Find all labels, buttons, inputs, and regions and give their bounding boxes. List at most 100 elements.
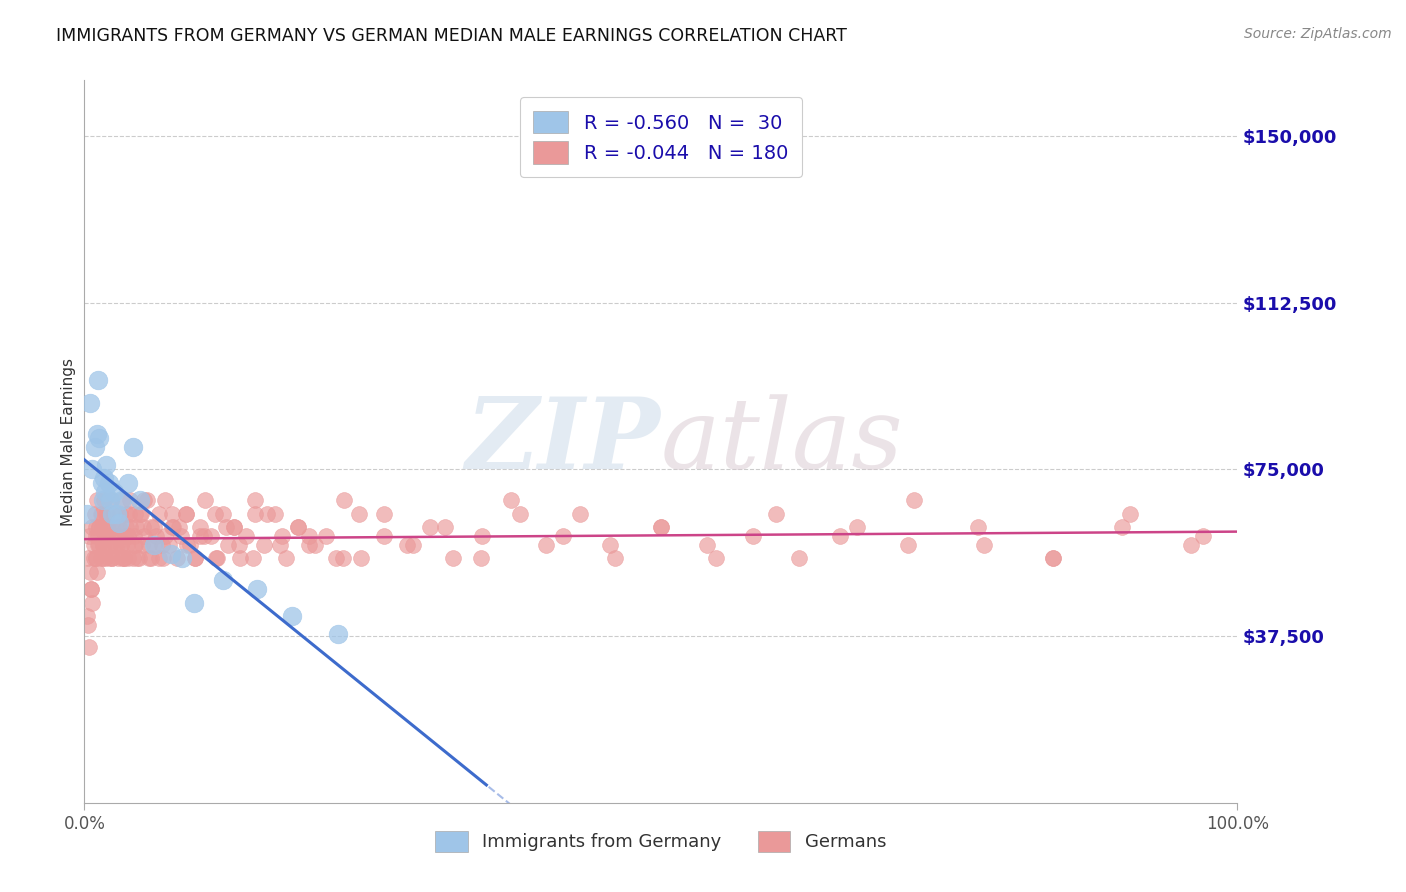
Point: [419, 520, 441, 534]
Point: [90, 507, 112, 521]
Point: [172, 551, 194, 566]
Point: [174, 507, 197, 521]
Point: [228, 538, 250, 552]
Point: [174, 507, 197, 521]
Point: [224, 520, 246, 534]
Point: [91, 551, 114, 566]
Point: [332, 551, 354, 566]
Text: atlas: atlas: [661, 394, 904, 489]
Point: [141, 551, 163, 566]
Point: [134, 493, 156, 508]
Point: [205, 551, 228, 566]
Point: [101, 507, 124, 521]
Point: [112, 551, 135, 566]
Point: [569, 507, 592, 521]
Point: [80, 582, 103, 597]
Point: [103, 507, 125, 521]
Point: [176, 538, 198, 552]
Point: [105, 538, 128, 552]
Point: [845, 520, 868, 534]
Point: [281, 609, 304, 624]
Point: [77, 529, 100, 543]
Point: [124, 507, 146, 521]
Point: [103, 507, 125, 521]
Point: [1180, 538, 1202, 552]
Point: [184, 551, 207, 566]
Point: [96, 507, 118, 521]
Point: [142, 538, 165, 552]
Point: [84, 551, 107, 566]
Point: [120, 493, 142, 508]
Point: [104, 538, 127, 552]
Point: [77, 640, 100, 655]
Point: [153, 529, 176, 543]
Point: [112, 551, 135, 566]
Point: [90, 475, 112, 490]
Point: [135, 493, 157, 508]
Point: [91, 538, 114, 552]
Point: [787, 551, 810, 566]
Point: [188, 520, 211, 534]
Point: [373, 507, 395, 521]
Point: [90, 520, 112, 534]
Point: [84, 551, 107, 566]
Point: [84, 529, 107, 543]
Point: [89, 520, 111, 534]
Point: [269, 538, 291, 552]
Point: [160, 507, 183, 521]
Point: [96, 520, 118, 534]
Point: [91, 493, 114, 508]
Point: [218, 538, 240, 552]
Text: IMMIGRANTS FROM GERMANY VS GERMAN MEDIAN MALE EARNINGS CORRELATION CHART: IMMIGRANTS FROM GERMANY VS GERMAN MEDIAN…: [56, 27, 846, 45]
Point: [83, 507, 105, 521]
Point: [170, 529, 193, 543]
Point: [298, 538, 321, 552]
Point: [373, 529, 395, 543]
Point: [470, 551, 492, 566]
Point: [98, 493, 121, 508]
Point: [93, 471, 115, 485]
Point: [86, 426, 108, 441]
Point: [101, 520, 124, 534]
Point: [333, 493, 356, 508]
Point: [315, 529, 337, 543]
Point: [828, 529, 851, 543]
Point: [96, 538, 118, 552]
Point: [76, 507, 98, 521]
Point: [134, 529, 156, 543]
Point: [138, 551, 160, 566]
Point: [215, 520, 238, 534]
Point: [96, 458, 118, 472]
Point: [1191, 529, 1213, 543]
Point: [242, 551, 264, 566]
Point: [98, 538, 121, 552]
Point: [499, 493, 522, 508]
Point: [188, 529, 211, 543]
Point: [94, 529, 117, 543]
Point: [110, 538, 132, 552]
Point: [103, 484, 125, 499]
Point: [162, 520, 184, 534]
Point: [704, 551, 727, 566]
Point: [396, 538, 419, 552]
Point: [270, 529, 292, 543]
Point: [1111, 520, 1133, 534]
Point: [471, 529, 494, 543]
Point: [150, 538, 173, 552]
Point: [967, 520, 990, 534]
Point: [111, 493, 134, 508]
Point: [103, 529, 124, 543]
Point: [650, 520, 672, 534]
Point: [229, 551, 252, 566]
Point: [211, 574, 233, 588]
Point: [117, 529, 139, 543]
Point: [121, 551, 143, 566]
Point: [246, 582, 269, 597]
Point: [76, 551, 98, 566]
Point: [115, 507, 138, 521]
Point: [105, 520, 128, 534]
Point: [89, 431, 111, 445]
Point: [89, 507, 111, 521]
Point: [96, 529, 118, 543]
Point: [118, 507, 141, 521]
